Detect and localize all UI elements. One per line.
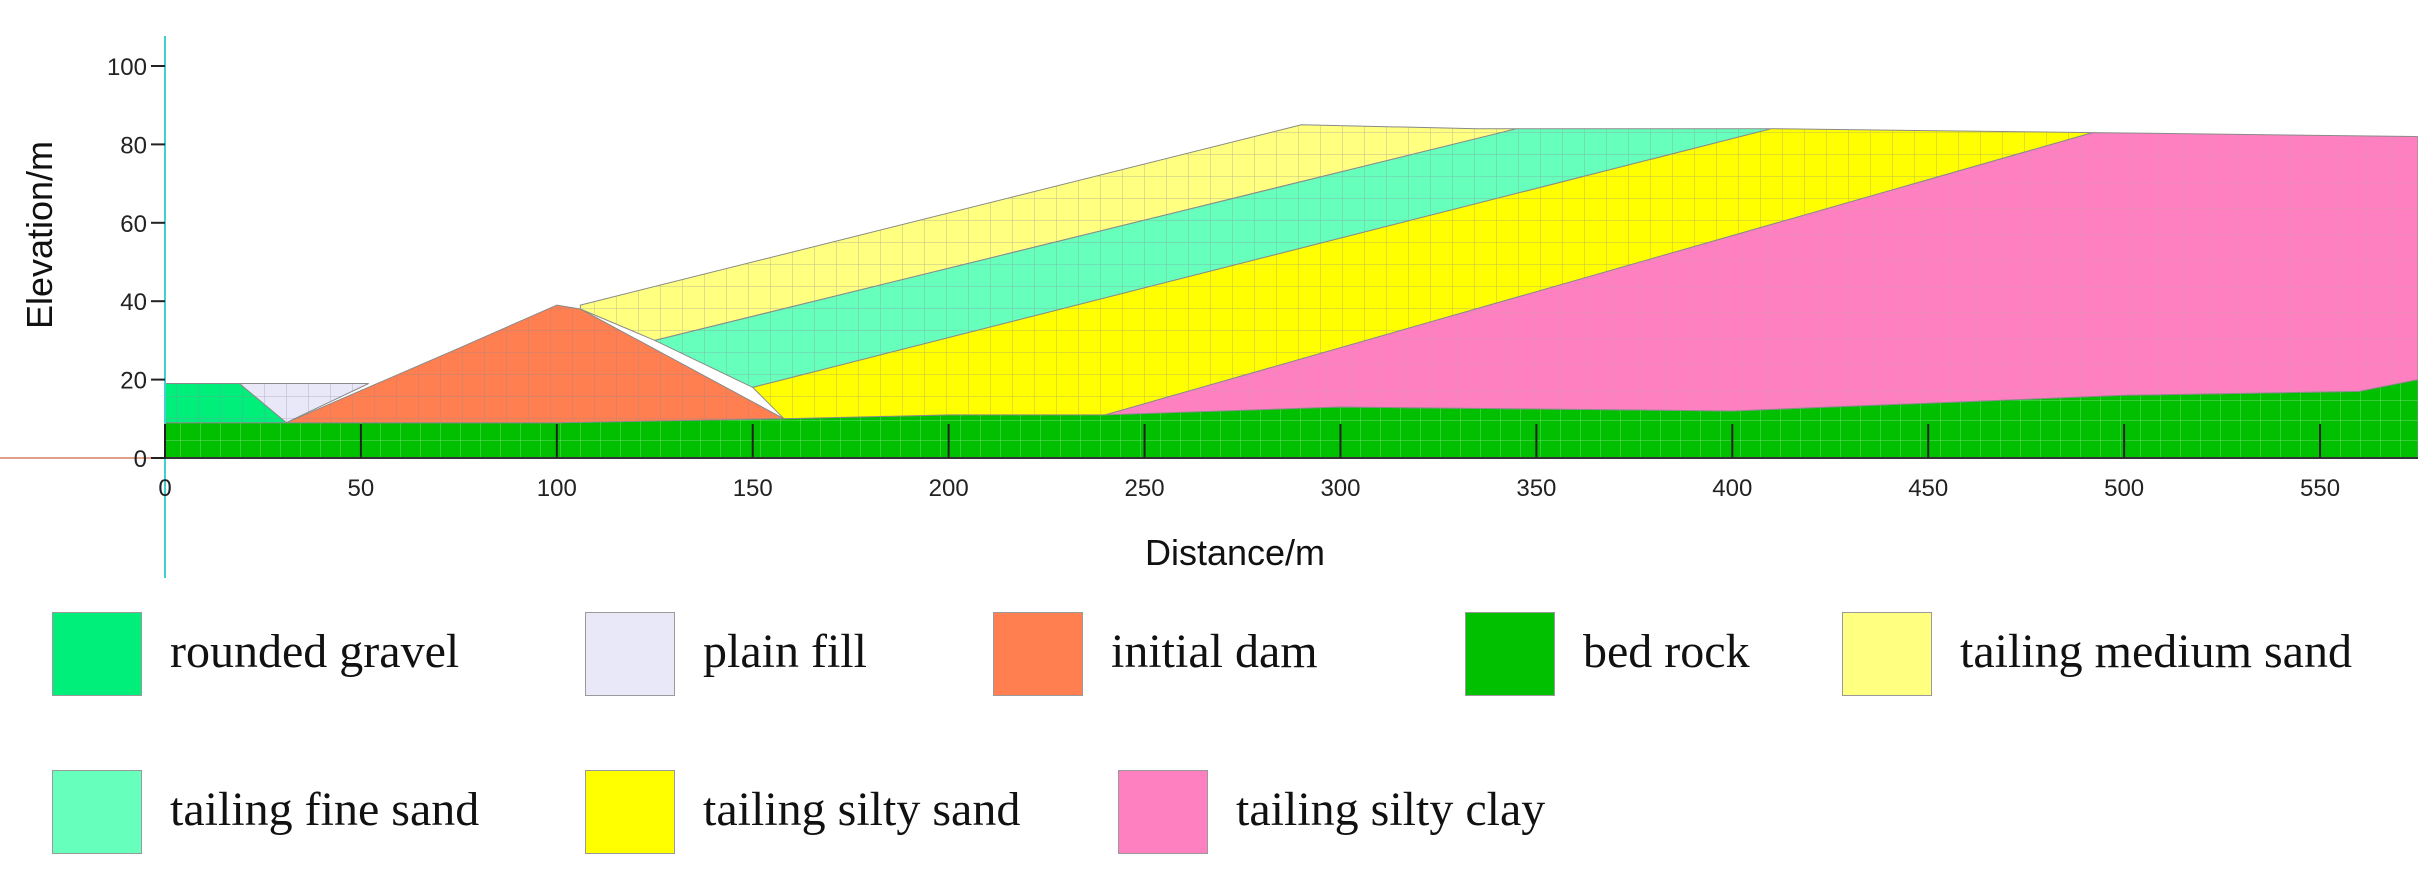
legend-swatch-tailing-silty-sand [585,770,675,854]
legend-swatch-tailing-fine-sand [52,770,142,854]
y-tick-label: 40 [120,289,147,316]
y-tick-label: 80 [120,132,147,159]
x-tick-label: 300 [1320,475,1360,502]
legend-label-initial-dam: initial dam [1111,625,1318,678]
x-tick-label: 50 [348,475,375,502]
x-tick-label: 350 [1516,475,1556,502]
y-tick-label: 100 [107,54,147,81]
cross-section-plot: 0 50 100 150 200 250 300 350 400 450 500 550 0 20 40 6… [0,36,2418,578]
mesh-tailing-silty-clay [1105,132,2418,416]
x-tick-label: 0 [158,475,171,502]
legend-label-tailing-silty-sand: tailing silty sand [703,783,1021,836]
x-tick-label: 250 [1125,475,1165,502]
legend-swatch-plain-fill [585,612,675,696]
x-tick-label: 200 [929,475,969,502]
layers-group [164,124,2418,459]
legend-label-tailing-medium-sand: tailing medium sand [1960,625,2352,678]
y-tick-label: 60 [120,211,147,238]
y-tick-label: 20 [120,368,147,395]
legend: rounded gravel plain fill initial dam be… [0,600,2418,883]
legend-label-rounded-gravel: rounded gravel [170,625,460,678]
legend-label-tailing-silty-clay: tailing silty clay [1236,783,1546,836]
x-ticks: 0 50 100 150 200 250 300 350 400 450 500 550 [158,424,2340,502]
legend-label-bed-rock: bed rock [1583,625,1750,678]
mesh-initial-dam [286,304,787,424]
x-tick-label: 450 [1908,475,1948,502]
x-tick-label: 400 [1712,475,1752,502]
legend-swatch-initial-dam [993,612,1083,696]
x-tick-label: 550 [2300,475,2340,502]
legend-label-tailing-fine-sand: tailing fine sand [170,783,480,836]
y-ticks: 0 20 40 60 80 100 [107,54,165,473]
legend-swatch-rounded-gravel [52,612,142,696]
y-tick-label: 0 [134,446,147,473]
legend-swatch-bed-rock [1465,612,1555,696]
x-tick-label: 500 [2104,475,2144,502]
x-tick-label: 150 [733,475,773,502]
x-axis-label: Distance/m [1145,532,1325,573]
axes-group: 0 50 100 150 200 250 300 350 400 450 500 550 0 20 40 6… [0,36,2418,578]
y-axis-label: Elevation/m [19,141,60,329]
legend-label-plain-fill: plain fill [703,625,867,678]
legend-swatch-tailing-silty-clay [1118,770,1208,854]
legend-swatch-tailing-medium-sand [1842,612,1932,696]
x-tick-label: 100 [537,475,577,502]
